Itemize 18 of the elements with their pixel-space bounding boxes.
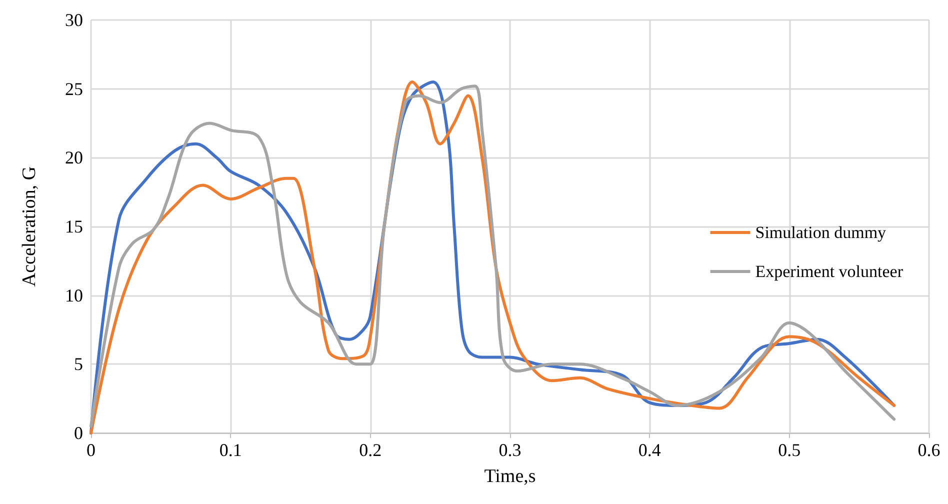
y-tick-label: 30: [65, 10, 83, 30]
x-tick-label: 0.6: [918, 440, 940, 460]
legend-label: Experiment volunteer: [755, 262, 904, 281]
x-axis-title: Time,s: [484, 466, 536, 487]
y-axis-title: Acceleration, G: [19, 166, 40, 287]
y-tick-label: 25: [65, 78, 83, 99]
x-tick-label: 0: [86, 440, 96, 460]
y-tick-label: 20: [65, 148, 83, 168]
y-tick-label: 0: [74, 423, 83, 443]
x-tick-label: 0.2: [359, 440, 382, 460]
y-tick-label: 15: [65, 216, 83, 236]
x-tick-label: 0.4: [638, 440, 661, 460]
x-tick-label: 0.3: [498, 440, 522, 460]
y-tick-label: 10: [65, 285, 83, 306]
x-tick-label: 0.5: [778, 440, 801, 460]
x-tick-label: 0.1: [219, 440, 242, 460]
y-tick-label: 5: [74, 354, 83, 374]
legend-label: Simulation dummy: [755, 223, 887, 242]
